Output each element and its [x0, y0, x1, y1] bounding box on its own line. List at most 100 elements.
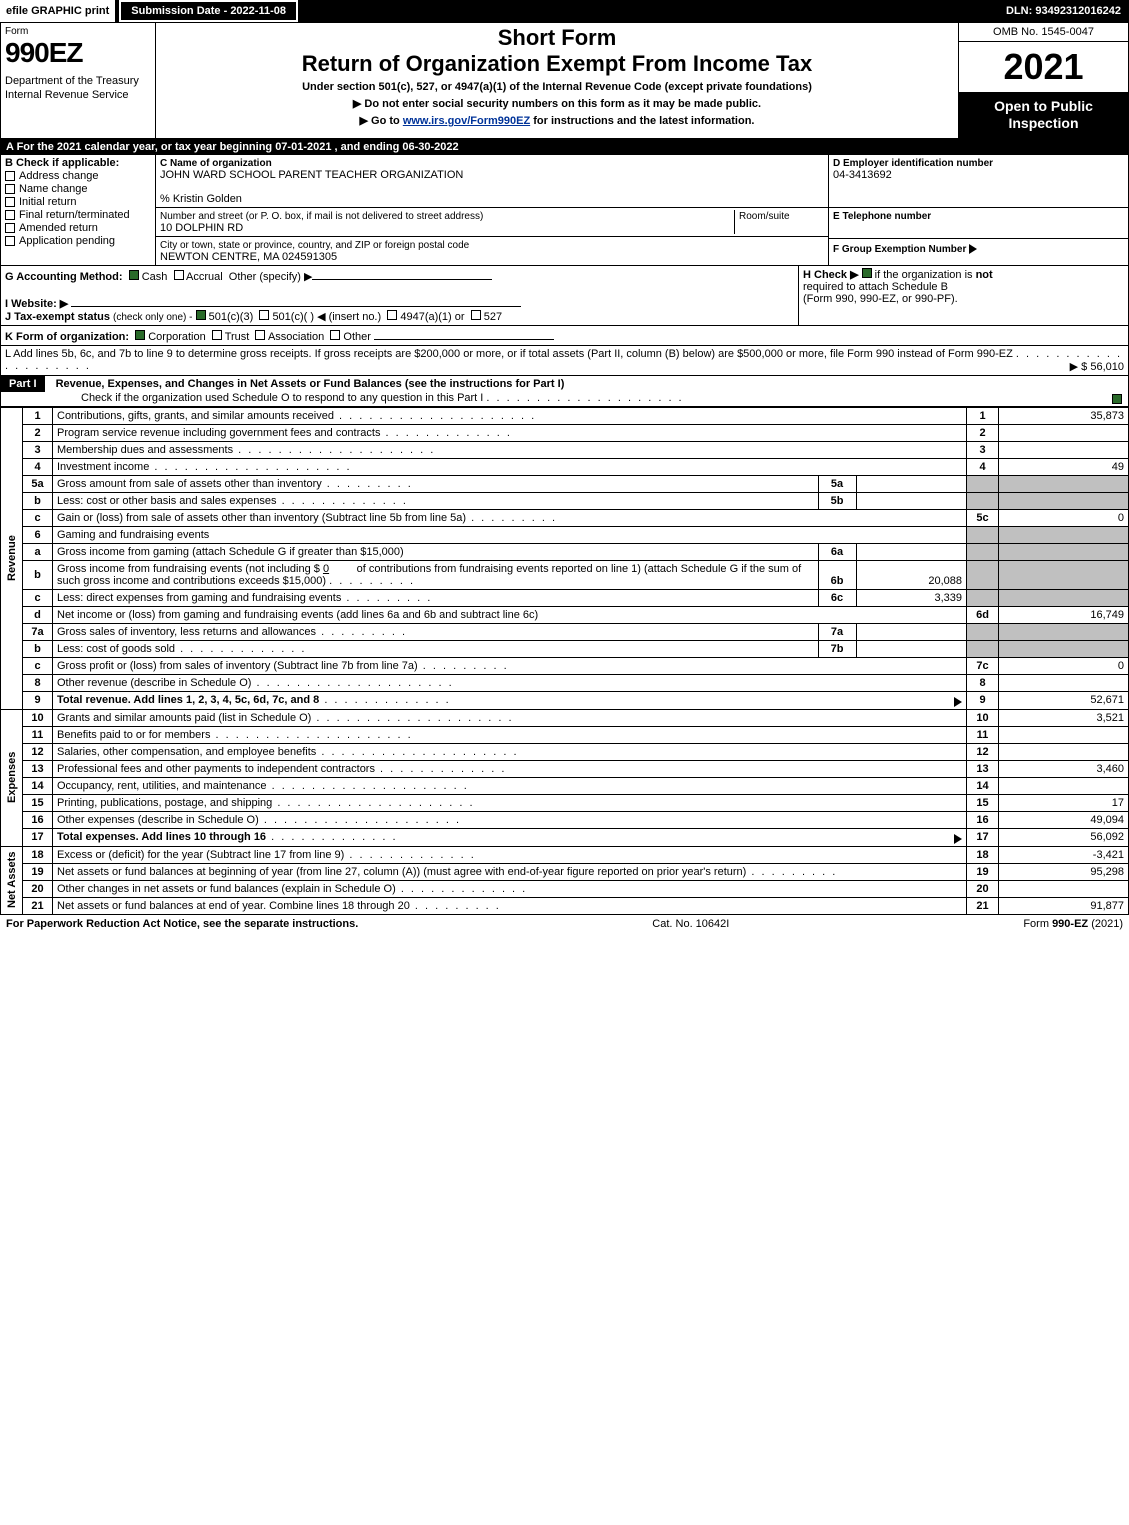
check-lbl: Address change — [19, 170, 99, 182]
grey-cell — [999, 526, 1129, 543]
checkbox-corp-icon[interactable] — [135, 330, 145, 340]
line-num: b — [23, 640, 53, 657]
form-word: Form — [5, 26, 28, 37]
j-fine: (check only one) - — [113, 312, 192, 323]
checkbox-trust-icon[interactable] — [212, 330, 222, 340]
checkbox-501c-icon[interactable] — [259, 310, 269, 320]
dots — [344, 849, 475, 861]
check-lbl: Application pending — [19, 235, 115, 247]
other-fill[interactable] — [312, 268, 492, 280]
room-label: Room/suite — [739, 211, 790, 222]
line-desc: Gaming and fundraising events — [57, 529, 209, 541]
checkbox-other-icon[interactable] — [330, 330, 340, 340]
checkbox-h-icon[interactable] — [862, 268, 872, 278]
netassets-section-label: Net Assets — [1, 846, 23, 914]
line-desc: Net assets or fund balances at end of ye… — [57, 900, 410, 912]
checkbox-501c3-icon[interactable] — [196, 310, 206, 320]
grey-cell — [967, 560, 999, 589]
line-amt — [999, 424, 1129, 441]
dots — [277, 495, 408, 507]
org-info-table: B Check if applicable: Address change Na… — [0, 155, 1129, 266]
line-desc: Other changes in net assets or fund bala… — [57, 883, 396, 895]
check-application-pending[interactable]: Application pending — [5, 235, 151, 247]
line-desc: Gross profit or (loss) from sales of inv… — [57, 660, 418, 672]
line-num: a — [23, 543, 53, 560]
line-num: c — [23, 509, 53, 526]
city-value: NEWTON CENTRE, MA 024591305 — [160, 251, 337, 263]
checkbox-schedule-o-icon[interactable] — [1112, 394, 1122, 404]
dots — [316, 746, 518, 758]
line-num: c — [23, 657, 53, 674]
line-amt: 3,521 — [999, 709, 1129, 726]
dots — [319, 694, 450, 706]
arrow-icon — [954, 834, 962, 844]
dots — [418, 660, 509, 672]
j-ins: ◀ (insert no.) — [317, 311, 381, 323]
checkbox-4947-icon[interactable] — [387, 310, 397, 320]
efile-label[interactable]: efile GRAPHIC print — [0, 0, 115, 22]
checkbox-icon — [5, 197, 15, 207]
mid-ln: 6c — [818, 590, 856, 606]
line-amt — [999, 441, 1129, 458]
check-address-change[interactable]: Address change — [5, 170, 151, 182]
mid-amt: 20,088 — [856, 561, 966, 589]
line-amt: 52,671 — [999, 691, 1129, 709]
mid-amt — [856, 493, 966, 509]
line-num: 15 — [23, 794, 53, 811]
website-fill[interactable] — [71, 295, 521, 307]
line-amt: 0 — [999, 509, 1129, 526]
line-desc: Total revenue. Add lines 1, 2, 3, 4, 5c,… — [57, 694, 319, 706]
checkbox-assoc-icon[interactable] — [255, 330, 265, 340]
g-label: G Accounting Method: — [5, 271, 123, 283]
line-desc: Net income or (loss) from gaming and fun… — [57, 609, 538, 621]
line-ref: 5c — [967, 509, 999, 526]
line-amt — [999, 777, 1129, 794]
dots — [267, 780, 469, 792]
line-amt: -3,421 — [999, 846, 1129, 863]
line-desc: Occupancy, rent, utilities, and maintena… — [57, 780, 267, 792]
line-num: 13 — [23, 760, 53, 777]
dots — [259, 814, 461, 826]
k-other-fill[interactable] — [374, 328, 554, 340]
check-lbl: Initial return — [19, 196, 76, 208]
line-ref: 7c — [967, 657, 999, 674]
grey-cell — [999, 640, 1129, 657]
dots — [486, 392, 683, 404]
line-num: 16 — [23, 811, 53, 828]
title-short: Short Form — [160, 25, 954, 51]
k-assoc: Association — [268, 331, 324, 343]
checkbox-cash-icon[interactable] — [129, 270, 139, 280]
line-ref: 14 — [967, 777, 999, 794]
checkbox-accrual-icon[interactable] — [174, 270, 184, 280]
check-final-return[interactable]: Final return/terminated — [5, 209, 151, 221]
c-label: C Name of organization — [160, 158, 272, 169]
ein-value: 04-3413692 — [833, 169, 892, 181]
mid-ln: 5a — [818, 476, 856, 492]
line-amt — [999, 726, 1129, 743]
check-lbl: Name change — [19, 183, 88, 195]
mid-amt — [856, 641, 966, 657]
dept-label: Department of the Treasury Internal Reve… — [5, 75, 151, 103]
arrow-icon — [969, 244, 977, 254]
mid-ln: 6b — [818, 561, 856, 589]
line-num: 18 — [23, 846, 53, 863]
check-name-change[interactable]: Name change — [5, 183, 151, 195]
street-address: 10 DOLPHIN RD — [160, 222, 243, 234]
mid-amt — [856, 476, 966, 492]
check-amended-return[interactable]: Amended return — [5, 222, 151, 234]
line-desc: Gross amount from sale of assets other t… — [57, 478, 322, 490]
section-a: A For the 2021 calendar year, or tax yea… — [0, 139, 1129, 155]
check-initial-return[interactable]: Initial return — [5, 196, 151, 208]
j-a: 4947(a)(1) or — [400, 311, 464, 323]
dots — [322, 478, 413, 490]
dots — [233, 444, 435, 456]
k-trust: Trust — [225, 331, 250, 343]
line-amt: 3,460 — [999, 760, 1129, 777]
dots — [341, 592, 432, 604]
accrual-lbl: Accrual — [186, 271, 223, 283]
mid-ln: 7b — [818, 641, 856, 657]
line-ref: 6d — [967, 606, 999, 623]
checkbox-527-icon[interactable] — [471, 310, 481, 320]
line-num: 10 — [23, 709, 53, 726]
irs-link[interactable]: www.irs.gov/Form990EZ — [403, 115, 530, 127]
